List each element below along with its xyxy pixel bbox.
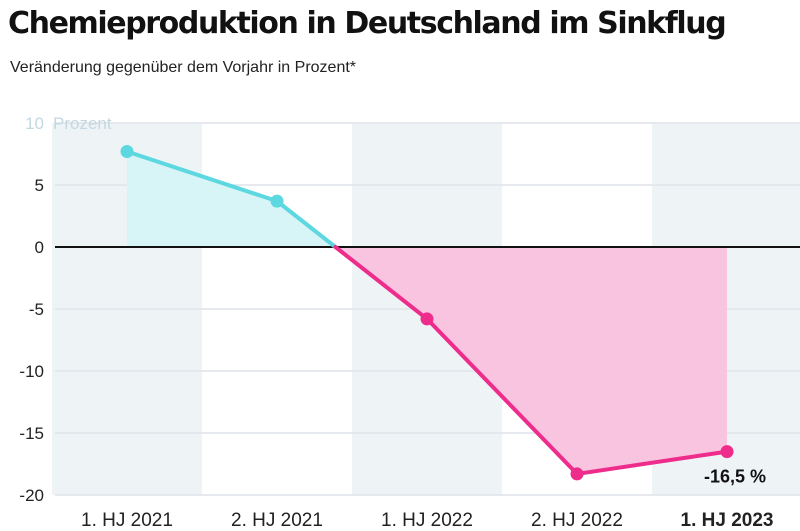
data-point-0 xyxy=(120,145,134,159)
positive-area xyxy=(127,151,336,247)
chart-subtitle: Veränderung gegenüber dem Vorjahr in Pro… xyxy=(10,59,357,76)
data-label-last: -16,5 % xyxy=(704,467,766,487)
y-tick-label: -20 xyxy=(19,486,44,505)
y-tick-label: 0 xyxy=(35,238,44,257)
y-unit-label: Prozent xyxy=(53,114,112,133)
data-point-1 xyxy=(270,194,284,208)
x-tick-label: 1. HJ 2021 xyxy=(81,510,173,531)
y-tick-label: 10 xyxy=(25,114,44,133)
y-tick-label: -15 xyxy=(19,424,44,443)
negative-area xyxy=(335,247,727,474)
x-tick-label: 2. HJ 2021 xyxy=(231,510,323,531)
x-tick-label: 1. HJ 2023 xyxy=(681,510,774,531)
data-point-3 xyxy=(570,467,584,481)
data-point-4 xyxy=(720,445,734,459)
data-point-2 xyxy=(420,312,434,326)
y-tick-label: -10 xyxy=(19,362,44,381)
chart-title: Chemieproduktion in Deutschland im Sinkf… xyxy=(8,6,727,41)
x-tick-label: 1. HJ 2022 xyxy=(381,510,473,531)
y-tick-label: -5 xyxy=(29,300,44,319)
y-tick-label: 5 xyxy=(35,176,44,195)
x-tick-label: 2. HJ 2022 xyxy=(531,510,623,531)
series-line-negative xyxy=(333,245,729,476)
